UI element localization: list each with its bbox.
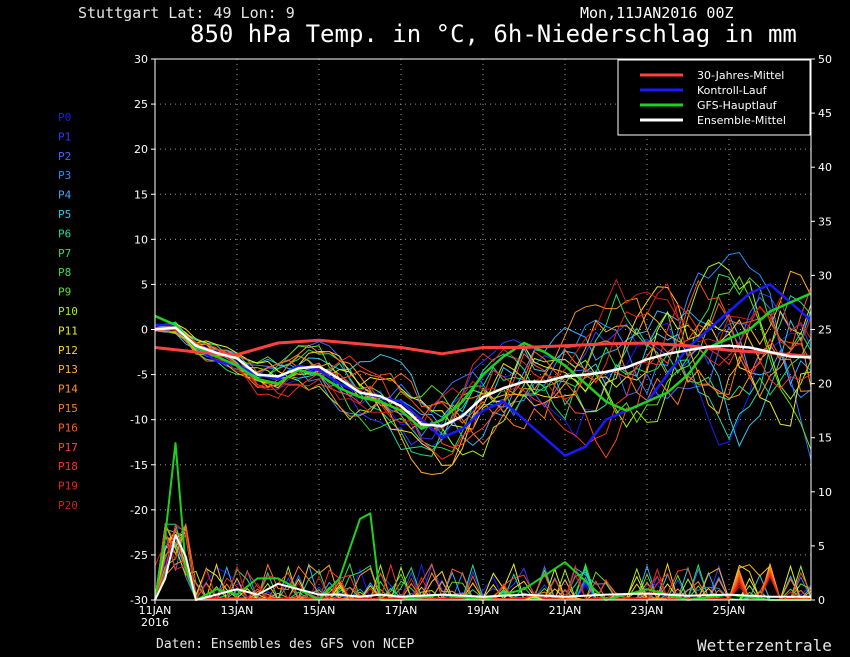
member-temp-line bbox=[154, 292, 812, 446]
legend: 30-Jahres-Mittel Kontroll-Lauf GFS-Hauptla… bbox=[617, 59, 811, 136]
member-temp-line bbox=[154, 279, 812, 459]
y-tick-left: -30 bbox=[130, 594, 148, 607]
legend-label: Ensemble-Mittel bbox=[697, 114, 786, 127]
member-label: P19 bbox=[58, 480, 78, 493]
y-tick-left: 10 bbox=[134, 233, 148, 246]
member-label: P1 bbox=[58, 130, 71, 143]
member-label: P13 bbox=[58, 363, 78, 376]
legend-label: GFS-Hauptlauf bbox=[697, 99, 778, 112]
member-label: P6 bbox=[58, 227, 71, 240]
member-label: P12 bbox=[58, 344, 78, 357]
niederschlag-gfs-hauptlauf-line bbox=[154, 442, 811, 601]
member-temp-line bbox=[154, 283, 812, 432]
member-label: P9 bbox=[58, 286, 71, 299]
x-tick-label: 17JAN bbox=[385, 604, 418, 617]
x-year-label: 2016 bbox=[141, 616, 169, 629]
main-series-lines bbox=[154, 283, 812, 601]
member-temp-line bbox=[154, 309, 812, 447]
member-label: P3 bbox=[58, 169, 71, 182]
y-tick-right: 35 bbox=[818, 215, 832, 228]
y-tick-left: 5 bbox=[141, 278, 148, 291]
x-tick-label: 19JAN bbox=[467, 604, 500, 617]
legend-label: Kontroll-Lauf bbox=[697, 84, 768, 97]
chart-title: 850 hPa Temp. in °C, 6h-Niederschlag in … bbox=[190, 20, 797, 48]
member-label-list: P0 P1 P2 P3 P4 P5 P6 P7 P8 P9 P10 P11 P12 P13 P14 P15 P1… bbox=[58, 111, 78, 512]
brand-label: Wetterzentrale bbox=[697, 636, 832, 655]
gfs-hauptlauf-line bbox=[154, 292, 812, 430]
y-tick-right: 10 bbox=[818, 486, 832, 499]
run-datetime: Mon,11JAN2016 00Z bbox=[580, 4, 734, 22]
y-tick-left: 30 bbox=[134, 53, 148, 66]
y-tick-left: 0 bbox=[141, 324, 148, 337]
member-label: P11 bbox=[58, 324, 78, 337]
y-tick-left: 15 bbox=[134, 188, 148, 201]
y-tick-right: 50 bbox=[818, 53, 832, 66]
y-tick-right: 0 bbox=[818, 594, 825, 607]
member-label: P14 bbox=[58, 383, 78, 396]
x-tick-label: 25JAN bbox=[713, 604, 746, 617]
member-label: P20 bbox=[58, 499, 78, 512]
y-tick-right: 20 bbox=[818, 378, 832, 391]
x-tick-label: 21JAN bbox=[549, 604, 582, 617]
x-tick-label: 11JAN bbox=[139, 604, 172, 617]
member-temp-line bbox=[154, 275, 812, 450]
y-tick-left: -25 bbox=[130, 549, 148, 562]
y-tick-left: -5 bbox=[137, 369, 148, 382]
y-tick-left: -15 bbox=[130, 459, 148, 472]
data-credit: Daten: Ensembles des GFS von NCEP bbox=[156, 637, 415, 652]
member-label: P7 bbox=[58, 247, 71, 260]
y-tick-left: -20 bbox=[130, 504, 148, 517]
x-tick-label: 13JAN bbox=[221, 604, 254, 617]
y-tick-right: 45 bbox=[818, 107, 832, 120]
y-tick-left: 20 bbox=[134, 143, 148, 156]
member-temp-line bbox=[154, 296, 812, 461]
member-temp-line bbox=[154, 251, 812, 437]
member-label: P8 bbox=[58, 266, 71, 279]
member-label: P10 bbox=[58, 305, 78, 318]
member-temp-line bbox=[154, 278, 812, 428]
legend-label: 30-Jahres-Mittel bbox=[697, 69, 784, 82]
y-tick-right: 25 bbox=[818, 324, 832, 337]
member-temp-line bbox=[154, 286, 812, 466]
y-tick-right: 40 bbox=[818, 161, 832, 174]
y-tick-right: 5 bbox=[818, 540, 825, 553]
member-label: P2 bbox=[58, 150, 71, 163]
member-label: P0 bbox=[58, 111, 71, 124]
y-tick-right: 15 bbox=[818, 432, 832, 445]
member-label: P18 bbox=[58, 460, 78, 473]
x-tick-label: 15JAN bbox=[303, 604, 336, 617]
x-tick-label: 23JAN bbox=[631, 604, 664, 617]
location-label: Stuttgart Lat: 49 Lon: 9 bbox=[78, 4, 295, 22]
member-label: P16 bbox=[58, 421, 78, 434]
y-tick-left: 25 bbox=[134, 98, 148, 111]
legend-box bbox=[617, 59, 811, 136]
axes: 302520151050-5-10-15-20-25-3050454035302… bbox=[130, 53, 832, 629]
ensemble-mittel-line bbox=[154, 326, 812, 428]
member-label: P15 bbox=[58, 402, 78, 415]
y-tick-right: 30 bbox=[818, 269, 832, 282]
member-label: P4 bbox=[58, 189, 72, 202]
member-label: P5 bbox=[58, 208, 71, 221]
member-temp-line bbox=[154, 302, 812, 424]
y-tick-left: -10 bbox=[130, 414, 148, 427]
member-label: P17 bbox=[58, 441, 78, 454]
